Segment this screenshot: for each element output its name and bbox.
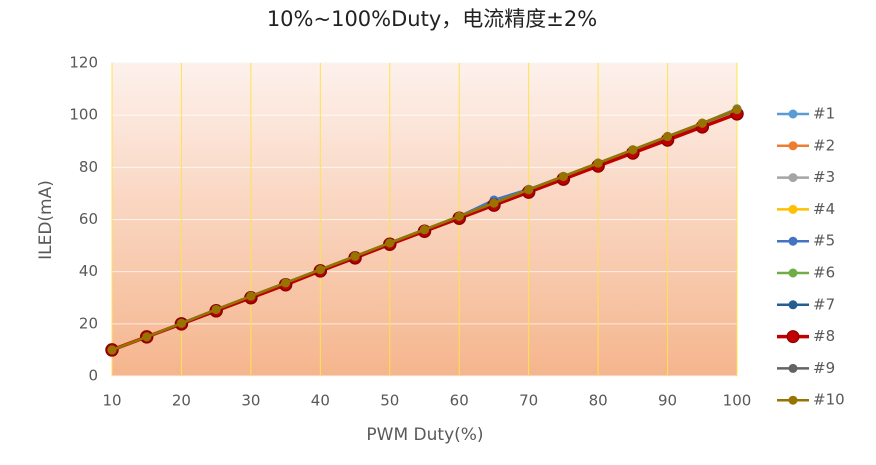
legend-marker — [788, 236, 798, 246]
data-point — [176, 318, 186, 328]
legend-marker — [788, 204, 798, 214]
y-tick-label: 100 — [69, 106, 98, 124]
legend-marker — [786, 330, 800, 344]
x-tick-label: 20 — [172, 392, 191, 410]
data-point — [558, 171, 568, 181]
data-point — [246, 291, 256, 301]
data-point — [489, 198, 499, 208]
x-tick-label: 100 — [723, 392, 752, 410]
legend-marker — [788, 109, 798, 119]
legend-label: #4 — [813, 200, 835, 218]
legend-label: #3 — [813, 168, 835, 186]
data-point — [315, 265, 325, 275]
data-point — [663, 132, 673, 142]
series — [107, 104, 742, 355]
legend-marker — [788, 173, 798, 183]
chart-title: 10%~100%Duty，电流精度±2% — [267, 7, 597, 31]
y-tick-label: 60 — [79, 210, 98, 228]
x-tick-label: 10 — [102, 392, 121, 410]
y-tick-label: 80 — [79, 158, 98, 176]
x-tick-label: 90 — [658, 392, 677, 410]
data-point — [420, 225, 429, 235]
data-point — [628, 145, 638, 155]
y-tick-label: 40 — [79, 262, 98, 280]
legend-marker — [788, 300, 798, 310]
x-tick-label: 80 — [589, 392, 608, 410]
data-point — [107, 345, 117, 355]
legend-label: #10 — [813, 391, 845, 409]
x-tick-label: 70 — [519, 392, 538, 410]
data-point — [350, 251, 360, 261]
x-tick-label: 50 — [380, 392, 399, 410]
y-tick-label: 20 — [79, 314, 98, 332]
legend-label: #9 — [813, 359, 835, 377]
data-point — [385, 238, 395, 248]
x-tick-label: 60 — [450, 392, 469, 410]
x-tick-label: 30 — [241, 392, 260, 410]
legend-label: #8 — [813, 327, 835, 345]
y-tick-label: 120 — [69, 54, 98, 72]
y-tick-label: 0 — [88, 367, 98, 385]
legend-marker — [788, 363, 798, 373]
data-point — [142, 332, 152, 342]
legend-marker — [788, 141, 798, 151]
data-point — [454, 211, 464, 221]
data-point — [524, 185, 534, 195]
data-point — [593, 158, 603, 168]
legend-label: #7 — [813, 295, 835, 313]
data-point — [697, 118, 707, 128]
y-axis-label: ILED(mA) — [36, 180, 56, 260]
data-point — [281, 278, 291, 288]
x-axis-label: PWM Duty(%) — [366, 425, 483, 445]
legend-label: #1 — [813, 105, 835, 123]
legend-label: #5 — [813, 232, 835, 250]
data-point — [211, 304, 221, 314]
x-tick-label: 40 — [311, 392, 330, 410]
legend-label: #2 — [813, 136, 835, 154]
legend-marker — [788, 395, 798, 405]
data-point — [732, 104, 742, 114]
legend-label: #6 — [813, 264, 835, 282]
legend-marker — [788, 268, 798, 278]
